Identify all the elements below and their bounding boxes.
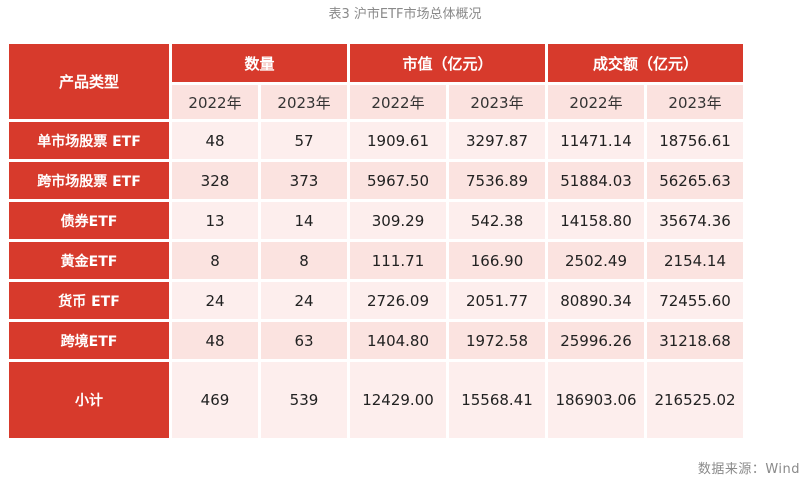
table-cell: 1972.58 [449, 322, 545, 359]
table-cell: 328 [172, 162, 258, 199]
year-header: 2022年 [548, 85, 644, 119]
table-cell: 8 [261, 242, 347, 279]
table-cell: 13 [172, 202, 258, 239]
table-cell: 166.90 [449, 242, 545, 279]
table-row: 跨市场股票 ETF 328 373 5967.50 7536.89 51884.… [9, 162, 743, 199]
table-cell: 48 [172, 322, 258, 359]
table-cell: 1404.80 [350, 322, 446, 359]
table-cell: 56265.63 [647, 162, 743, 199]
table-cell: 31218.68 [647, 322, 743, 359]
table-cell: 57 [261, 122, 347, 159]
table-cell: 72455.60 [647, 282, 743, 319]
table-row: 货币 ETF 24 24 2726.09 2051.77 80890.34 72… [9, 282, 743, 319]
header-market-value: 市值（亿元） [350, 44, 545, 82]
header-row-years: 2022年 2023年 2022年 2023年 2022年 2023年 [9, 85, 743, 119]
table-cell: 18756.61 [647, 122, 743, 159]
row-label: 债券ETF [9, 202, 169, 239]
table-cell: 12429.00 [350, 362, 446, 438]
table-row: 黄金ETF 8 8 111.71 166.90 2502.49 2154.14 [9, 242, 743, 279]
table-cell: 80890.34 [548, 282, 644, 319]
table-cell: 35674.36 [647, 202, 743, 239]
table-cell: 14 [261, 202, 347, 239]
table-cell: 63 [261, 322, 347, 359]
table-cell: 11471.14 [548, 122, 644, 159]
table-cell: 186903.06 [548, 362, 644, 438]
table-cell: 51884.03 [548, 162, 644, 199]
table-cell: 8 [172, 242, 258, 279]
table-cell: 24 [172, 282, 258, 319]
table-cell: 3297.87 [449, 122, 545, 159]
table-cell: 24 [261, 282, 347, 319]
row-label: 货币 ETF [9, 282, 169, 319]
table-row-total: 小计 469 539 12429.00 15568.41 186903.06 2… [9, 362, 743, 438]
table-caption: 表3 沪市ETF市场总体概况 [328, 7, 482, 22]
header-count: 数量 [172, 44, 347, 82]
row-label: 跨境ETF [9, 322, 169, 359]
row-label-total: 小计 [9, 362, 169, 438]
year-header: 2022年 [350, 85, 446, 119]
year-header: 2023年 [449, 85, 545, 119]
table-cell: 2502.49 [548, 242, 644, 279]
etf-overview-table: 产品类型 数量 市值（亿元） 成交额（亿元） 2022年 2023年 2022年… [6, 41, 746, 441]
table-cell: 14158.80 [548, 202, 644, 239]
table-cell: 216525.02 [647, 362, 743, 438]
table-cell: 111.71 [350, 242, 446, 279]
table-cell: 5967.50 [350, 162, 446, 199]
table-cell: 2726.09 [350, 282, 446, 319]
table-cell: 25996.26 [548, 322, 644, 359]
row-label: 跨市场股票 ETF [9, 162, 169, 199]
table-row: 跨境ETF 48 63 1404.80 1972.58 25996.26 312… [9, 322, 743, 359]
header-row-groups: 产品类型 数量 市值（亿元） 成交额（亿元） [9, 44, 743, 119]
row-label: 单市场股票 ETF [9, 122, 169, 159]
data-source-note: 数据来源：Wind [697, 462, 800, 477]
table-cell: 15568.41 [449, 362, 545, 438]
table-row: 单市场股票 ETF 48 57 1909.61 3297.87 11471.14… [9, 122, 743, 159]
table-cell: 48 [172, 122, 258, 159]
table-cell: 7536.89 [449, 162, 545, 199]
table-row: 债券ETF 13 14 309.29 542.38 14158.80 35674… [9, 202, 743, 239]
header-turnover: 成交额（亿元） [548, 44, 743, 82]
table-cell: 542.38 [449, 202, 545, 239]
table-cell: 309.29 [350, 202, 446, 239]
year-header: 2023年 [647, 85, 743, 119]
year-header: 2022年 [172, 85, 258, 119]
table-cell: 2051.77 [449, 282, 545, 319]
table-cell: 1909.61 [350, 122, 446, 159]
header-product-type: 产品类型 [9, 44, 169, 119]
table-cell: 2154.14 [647, 242, 743, 279]
table-cell: 539 [261, 362, 347, 438]
table-cell: 373 [261, 162, 347, 199]
row-label: 黄金ETF [9, 242, 169, 279]
table-cell: 469 [172, 362, 258, 438]
year-header: 2023年 [261, 85, 347, 119]
